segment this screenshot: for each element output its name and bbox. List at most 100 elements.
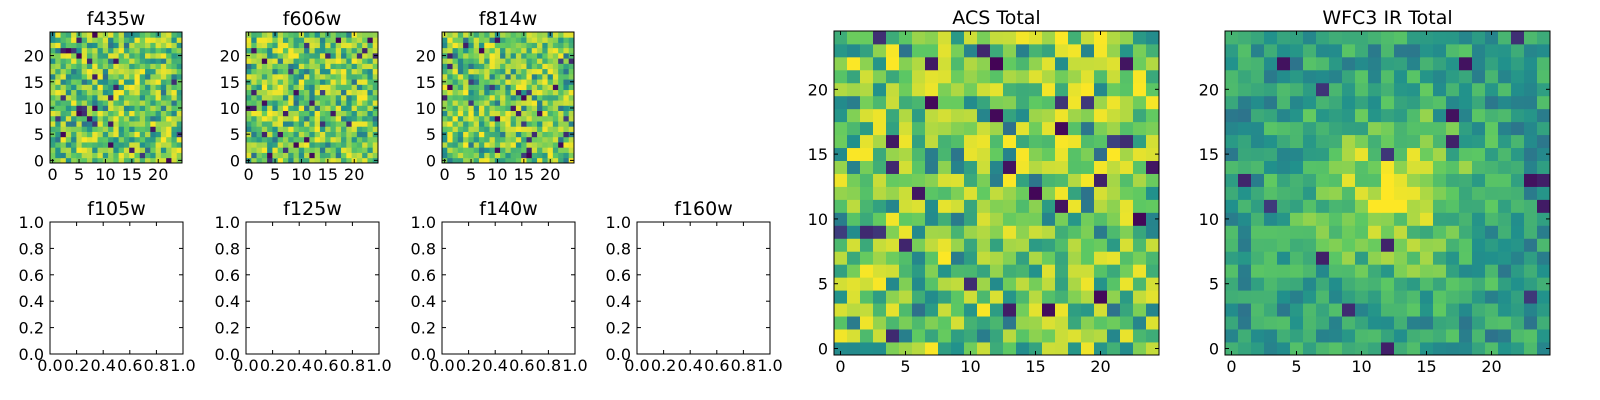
heatmap-cell (457, 126, 464, 132)
x-tick-label: 0 (244, 165, 254, 184)
heatmap-cell (335, 115, 342, 122)
heatmap-cell (129, 42, 135, 49)
heatmap-cell (1042, 147, 1056, 161)
heatmap-cell (521, 79, 527, 85)
heatmap-cell (547, 47, 554, 54)
heatmap-cell (346, 47, 352, 54)
heatmap-cell (108, 152, 114, 159)
heatmap-cell (65, 94, 72, 101)
heatmap-cell (65, 42, 72, 49)
heatmap-cell (346, 52, 352, 59)
heatmap-cell (1381, 290, 1395, 304)
heatmap-cell (886, 186, 900, 200)
x-tick-label: 0.4 (677, 356, 702, 375)
heatmap-cell (951, 290, 965, 304)
heatmap-cell (335, 152, 342, 159)
heatmap-cell (1524, 212, 1538, 226)
heatmap-cell (1446, 43, 1460, 58)
heatmap-cell (537, 52, 543, 59)
heatmap-cell (272, 89, 279, 96)
heatmap-cell (1472, 95, 1486, 110)
heatmap-cell (977, 264, 991, 278)
heatmap-cell (1094, 147, 1108, 161)
heatmap-cell (1342, 160, 1356, 174)
y-tick-label: 20 (24, 47, 44, 66)
heatmap-cell (118, 89, 125, 96)
heatmap-cell (1303, 31, 1317, 45)
heatmap-cell (1329, 186, 1343, 200)
heatmap-cell (847, 238, 861, 252)
heatmap-cell (558, 47, 564, 54)
heatmap-cell (1329, 95, 1343, 110)
heatmap-cell (76, 47, 83, 54)
heatmap-cell (531, 110, 538, 117)
heatmap-cell (282, 100, 289, 106)
heatmap-cell (473, 68, 480, 75)
heatmap-cell (1238, 160, 1252, 174)
heatmap-cell (351, 84, 358, 91)
heatmap-cell (346, 94, 352, 101)
heatmap-cell (176, 110, 183, 117)
heatmap-cell (113, 152, 120, 159)
heatmap-cell (267, 68, 273, 75)
heatmap-cell (478, 37, 485, 43)
heatmap-cell (521, 84, 527, 91)
heatmap-cell (1433, 225, 1447, 239)
heatmap-cell (457, 100, 464, 106)
heatmap-cell (442, 136, 448, 143)
heatmap-cell (330, 105, 337, 111)
heatmap-cell (442, 110, 448, 117)
heatmap-cell (362, 147, 368, 153)
heatmap-cell (1472, 82, 1486, 97)
heatmap-cell (1433, 173, 1447, 187)
heatmap-cell (362, 58, 368, 64)
heatmap-cell (251, 84, 257, 91)
heatmap-cell (171, 115, 178, 122)
heatmap-cell (330, 37, 337, 43)
heatmap-cell (1055, 173, 1069, 187)
heatmap-cell (288, 58, 294, 64)
heatmap-cell (102, 110, 109, 117)
heatmap-cell (298, 52, 305, 59)
heatmap-cell (304, 52, 310, 59)
x-tick-label: 0.0 (429, 356, 454, 375)
heatmap-cell (139, 84, 146, 91)
heatmap-cell (1446, 277, 1460, 291)
heatmap-cell (964, 329, 978, 343)
heatmap-cell (1394, 290, 1408, 304)
heatmap-cell (1394, 95, 1408, 110)
heatmap-cell (552, 63, 559, 70)
heatmap-cell (547, 79, 554, 85)
heatmap-cell (1329, 199, 1343, 213)
heatmap-cell (1094, 277, 1108, 291)
heatmap-cell (873, 199, 887, 213)
heatmap-cell (309, 100, 316, 106)
heatmap-cell (563, 115, 570, 122)
heatmap-cell (246, 121, 252, 127)
heatmap-cell (118, 152, 125, 159)
heatmap-cell (55, 37, 61, 43)
heatmap-cell (150, 147, 156, 153)
heatmap-cell (304, 68, 310, 75)
heatmap-cell (134, 84, 141, 91)
heatmap-cell (563, 68, 570, 75)
heatmap-cell (367, 94, 374, 101)
heatmap-cell (346, 89, 352, 96)
heatmap-cell (542, 100, 548, 106)
heatmap-cell (847, 199, 861, 213)
heatmap-cell (293, 89, 300, 96)
heatmap-cell (293, 32, 300, 38)
heatmap-cell (1355, 186, 1369, 200)
heatmap-cell (489, 42, 496, 49)
heatmap-cell (1446, 69, 1460, 84)
heatmap-cell (251, 52, 257, 59)
heatmap-cell (50, 126, 56, 132)
heatmap-cell (1407, 277, 1421, 291)
heatmap-cell (873, 303, 887, 317)
y-tick-label: 15 (416, 73, 436, 92)
heatmap-cell (899, 186, 913, 200)
heatmap-cell (1459, 160, 1473, 174)
heatmap-cell (1316, 251, 1330, 265)
heatmap-cell (1146, 82, 1160, 97)
